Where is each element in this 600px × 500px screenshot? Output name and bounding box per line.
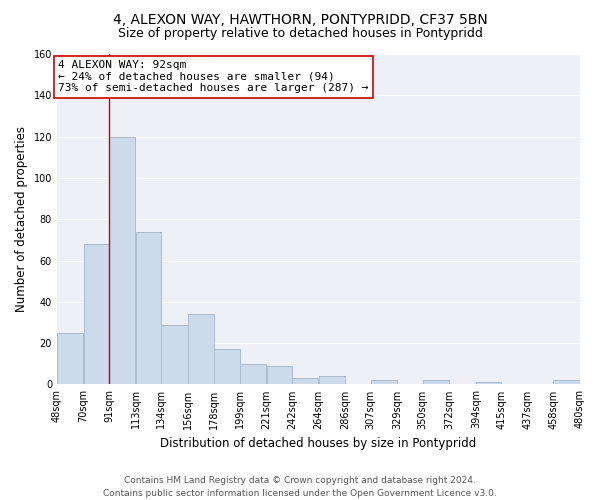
X-axis label: Distribution of detached houses by size in Pontypridd: Distribution of detached houses by size …: [160, 437, 476, 450]
Bar: [136, 232, 161, 384]
Text: Contains HM Land Registry data © Crown copyright and database right 2024.
Contai: Contains HM Land Registry data © Crown c…: [103, 476, 497, 498]
Text: 4, ALEXON WAY, HAWTHORN, PONTYPRIDD, CF37 5BN: 4, ALEXON WAY, HAWTHORN, PONTYPRIDD, CF3…: [113, 12, 487, 26]
Bar: [319, 376, 345, 384]
Bar: [476, 382, 501, 384]
Bar: [57, 333, 83, 384]
Text: Size of property relative to detached houses in Pontypridd: Size of property relative to detached ho…: [118, 28, 482, 40]
Bar: [553, 380, 580, 384]
Bar: [266, 366, 292, 384]
Bar: [371, 380, 397, 384]
Bar: [83, 244, 109, 384]
Bar: [423, 380, 449, 384]
Bar: [240, 364, 266, 384]
Y-axis label: Number of detached properties: Number of detached properties: [15, 126, 28, 312]
Bar: [161, 324, 188, 384]
Bar: [109, 136, 136, 384]
Bar: [188, 314, 214, 384]
Text: 4 ALEXON WAY: 92sqm
← 24% of detached houses are smaller (94)
73% of semi-detach: 4 ALEXON WAY: 92sqm ← 24% of detached ho…: [58, 60, 368, 94]
Bar: [214, 350, 239, 384]
Bar: [292, 378, 319, 384]
